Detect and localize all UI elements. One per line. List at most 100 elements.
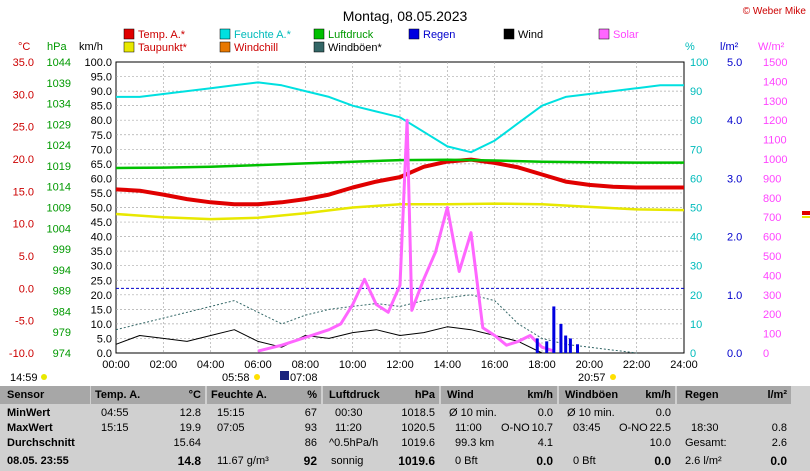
edge-dew-mark [802,216,810,218]
wind-bft: 0 Bft [455,455,478,467]
stats-pressure: Luftdruck hPa 00:30 1018.5 11:20 1020.5 … [323,386,439,471]
gust-max-time: 03:45 [573,422,601,434]
legend-label-5: Solar [613,29,639,41]
wind-max-value: 10.7 [531,422,553,434]
temp-tick-7: 0.0 [19,283,34,295]
wind-tick-3: 85.0 [91,101,112,113]
pres-max-value: 1020.5 [401,422,435,434]
weather-chart: Montag, 08.05.2023 © Weber Mike Temp. A.… [9,6,810,384]
wind-avg: 4.1 [537,437,553,449]
legend-swatch-7 [219,41,231,53]
temp-min-time: 04:55 [101,407,129,419]
legend-swatch-5 [598,28,610,40]
x-tick-9: 18:00 [528,359,556,371]
humidity-tick-10: 0 [690,348,696,360]
pres-avg: 1019.6 [401,437,435,449]
pres-trend: ^0.5hPa/h [329,437,379,449]
axes: 35.0 30.0 25.0 20.0 15.0 10.0 5.0 0.0 -5.0 -10.0 1… [9,41,788,371]
solar-tick-0: 1500 [763,57,787,69]
legend-swatch-8 [313,41,325,53]
pres-weather: sonnig [331,455,364,467]
legend-swatch-1 [219,28,231,40]
gust-unit: km/h [645,389,671,401]
rain-max-value: 0.8 [771,422,787,434]
stats-sensor: Sensor MinWert MaxWert Durchschnitt 08.0… [0,386,90,471]
wind-header: Wind [447,389,474,401]
min-temp-time: 14:59 [10,372,38,384]
legend-label-6: Taupunkt* [138,42,188,54]
solar-tick-8: 700 [763,212,781,224]
stats-rain: Regen l/m² 18:30 0.8 Gesamt: 2.6 2.6 l/m… [677,386,791,471]
gust-avg10-value: 0.0 [655,407,671,419]
solar-tick-10: 500 [763,251,781,263]
wind-tick-14: 30.0 [91,261,112,273]
wind-distance: 99.3 km [455,437,495,449]
series-6-line [257,118,555,353]
pressure-tick-0: 1044 [47,57,71,69]
solar-tick-6: 900 [763,173,781,185]
copyright: © Weber Mike [743,6,807,17]
wind-now: 0.0 [536,454,553,468]
wind-tick-13: 35.0 [91,246,112,258]
pressure-tick-3: 1029 [47,119,71,131]
x-tick-12: 24:00 [670,359,698,371]
rain-unit: l/m² [720,41,739,53]
legend-swatch-6 [123,41,135,53]
legend-swatch-4 [503,28,515,40]
series-1-line [115,202,685,221]
x-tick-3: 06:00 [244,359,272,371]
x-tick-1: 02:00 [150,359,178,371]
series-0-line [115,157,684,207]
stats-wind: Wind km/h Ø 10 min. 0.0 11:00 O-NO 10.7 … [441,386,557,471]
humidity-tick-1: 90 [690,86,702,98]
x-tick-2: 04:00 [197,359,225,371]
rain-bar-6 [576,344,579,353]
solar-tick-13: 200 [763,309,781,321]
stats-temp: Temp. A. °C 04:55 12.8 15:15 19.9 15.64 … [91,386,205,471]
moon-time: 07:08 [290,372,318,384]
temp-min-value: 12.8 [179,407,201,419]
wind-tick-6: 70.0 [91,144,112,156]
humidity-tick-7: 30 [690,261,702,273]
wind-unit: km/h [79,41,103,53]
hum-avg: 86 [304,437,317,449]
wind-tick-2: 90.0 [91,86,112,98]
legend-label-7: Windchill [234,42,278,54]
legend-label-8: Windböen* [328,42,383,54]
legend-swatch-3 [408,28,420,40]
humidity-tick-3: 70 [690,144,702,156]
temp-tick-9: -10.0 [9,348,34,360]
rain-tick-1: 4.0 [727,115,742,127]
hum-min-time: 15:15 [217,407,245,419]
sensor-header: Sensor [7,389,45,401]
solar-tick-4: 1100 [763,135,787,147]
solar-tick-9: 600 [763,232,781,244]
pressure-tick-2: 1034 [47,99,71,111]
gust-avg: 10.0 [649,437,671,449]
stats-humidity: Feuchte A. % 15:15 67 07:05 93 86 11.67 … [207,386,321,471]
sensor-now: 08.05. 23:55 [7,455,69,467]
gust-now: 0.0 [654,454,671,468]
temp-unit: °C [18,41,30,53]
rain-total-value: 2.6 [771,437,787,449]
solar-tick-14: 100 [763,329,781,341]
pres-header: Luftdruck [329,389,380,401]
wind-tick-11: 45.0 [91,217,112,229]
rain-bar-5 [568,338,572,353]
pressure-tick-5: 1019 [47,161,71,173]
series-2-line [116,81,684,154]
hum-max-time: 07:05 [217,422,245,434]
legend-label-1: Feuchte A.* [234,29,292,41]
pressure-tick-1: 1039 [47,78,71,90]
x-tick-8: 16:00 [481,359,509,371]
hum-min-value: 67 [304,407,317,419]
hum-max-value: 93 [304,422,317,434]
pressure-tick-6: 1014 [47,182,71,194]
series-3-line [115,158,684,170]
humidity-tick-0: 100 [690,57,708,69]
x-tick-10: 20:00 [576,359,604,371]
chart-title: Montag, 08.05.2023 [343,8,468,24]
solar-tick-2: 1300 [763,96,787,108]
pressure-tick-14: 974 [53,348,71,360]
temp-tick-1: 30.0 [13,89,34,101]
